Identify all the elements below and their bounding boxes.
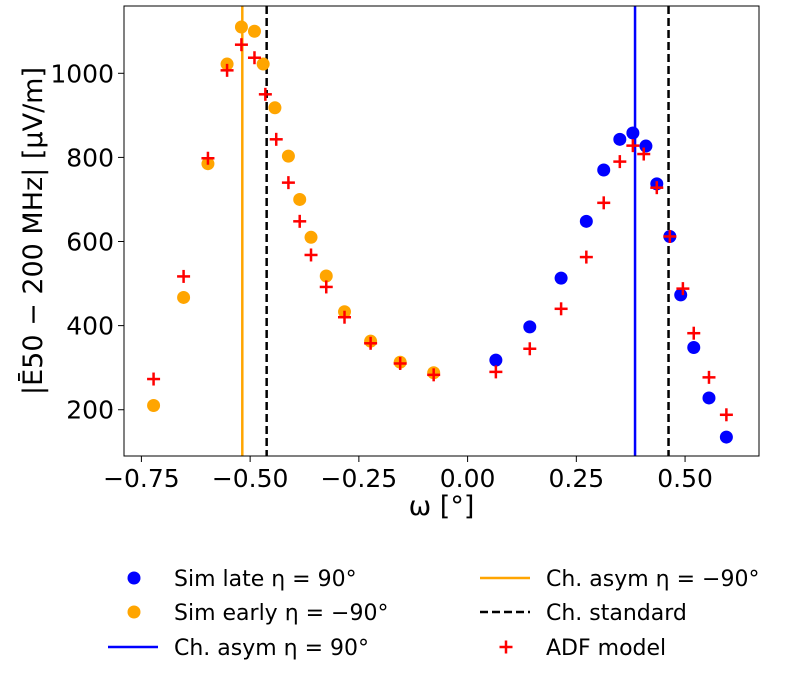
y-tick-label: 200 <box>66 396 114 425</box>
point-0-10 <box>674 288 688 302</box>
plus-point-12 <box>338 310 352 324</box>
point-1-8 <box>281 149 295 163</box>
legend-item: ADF model <box>499 636 666 661</box>
legend-label: Ch. standard <box>546 601 687 626</box>
plus-point-13 <box>364 336 378 350</box>
plus-point-17 <box>523 342 537 356</box>
plus-point-14 <box>393 356 407 370</box>
plus-point-25 <box>663 229 677 243</box>
plus-point-18 <box>554 302 568 316</box>
point-1-4 <box>234 20 248 34</box>
plus-point-19 <box>579 250 593 264</box>
plus-point-21 <box>613 155 627 169</box>
plus-point-1 <box>177 269 191 283</box>
plus-point-2 <box>201 151 215 165</box>
x-tick-label: −0.75 <box>103 464 180 493</box>
legend-item: Sim late η = 90° <box>127 567 357 592</box>
plus-point-6 <box>258 87 272 101</box>
plot-area <box>147 6 733 456</box>
point-0-12 <box>702 391 716 405</box>
plus-point-28 <box>702 370 716 384</box>
y-tick-label: 1000 <box>50 59 114 88</box>
plus-point-10 <box>304 248 318 262</box>
y-tick-label: 800 <box>66 143 114 172</box>
plus-point-5 <box>247 51 261 65</box>
point-1-9 <box>293 192 307 206</box>
y-tick-label: 400 <box>66 312 114 341</box>
legend-marker <box>127 605 141 619</box>
point-0-5 <box>613 132 627 146</box>
plus-point-29 <box>719 408 733 422</box>
point-1-11 <box>319 269 333 283</box>
plus-point-0 <box>147 372 161 386</box>
x-axis-label: ω [°] <box>409 491 475 522</box>
plus-point-8 <box>281 176 295 190</box>
plus-point-3 <box>220 63 234 77</box>
plus-point-4 <box>234 38 248 52</box>
y-axis-label: |Ē50 − 200 MHz| [µV/m] <box>18 67 49 395</box>
plus-point-16 <box>489 365 503 379</box>
plot-marks <box>147 6 733 456</box>
point-0-2 <box>554 271 568 285</box>
x-tick-label: −0.50 <box>212 464 289 493</box>
point-1-1 <box>177 290 191 304</box>
point-1-7 <box>268 101 282 115</box>
point-0-1 <box>523 320 537 334</box>
legend-label: Ch. asym η = −90° <box>546 567 759 592</box>
point-1-6 <box>256 57 270 71</box>
point-0-11 <box>687 340 701 354</box>
point-0-3 <box>579 214 593 228</box>
legend: Sim late η = 90° Sim early η = −90° Ch. as… <box>108 567 759 661</box>
x-tick-label: 0.25 <box>548 464 604 493</box>
legend-item: Ch. standard <box>480 601 687 626</box>
plus-point-20 <box>597 196 611 210</box>
plus-point-15 <box>427 368 441 382</box>
plus-point-26 <box>676 282 690 296</box>
point-0-0 <box>489 353 503 367</box>
x-tick-label: 0.00 <box>440 464 496 493</box>
point-1-0 <box>147 399 161 413</box>
legend-item: Ch. asym η = −90° <box>480 567 759 592</box>
point-0-4 <box>597 163 611 177</box>
legend-label: Sim early η = −90° <box>174 601 388 626</box>
plus-point-24 <box>650 181 664 195</box>
plus-point-22 <box>626 139 640 153</box>
plus-point-7 <box>269 132 283 146</box>
plus-point-9 <box>293 214 307 228</box>
point-0-6 <box>626 126 640 140</box>
legend-label: Sim late η = 90° <box>174 567 357 592</box>
point-0-7 <box>639 139 653 153</box>
point-1-5 <box>247 24 261 38</box>
x-tick-label: −0.25 <box>321 464 398 493</box>
plus-point-11 <box>319 280 333 294</box>
legend-marker <box>127 571 141 585</box>
legend-label: Ch. asym η = 90° <box>174 636 369 661</box>
x-tick-label: 0.50 <box>657 464 713 493</box>
legend-label: ADF model <box>546 636 666 661</box>
axes: −0.75 −0.50 −0.25 0.00 0.25 0.50 200 400 600 800 1… <box>18 5 760 522</box>
point-0-13 <box>719 430 733 444</box>
legend-item: Ch. asym η = 90° <box>108 636 369 661</box>
plus-point-27 <box>687 326 701 340</box>
plus-point-23 <box>637 147 651 161</box>
y-tick-label: 600 <box>66 228 114 257</box>
point-1-10 <box>304 230 318 244</box>
plot-frame <box>123 5 760 457</box>
legend-item: Sim early η = −90° <box>127 601 388 626</box>
